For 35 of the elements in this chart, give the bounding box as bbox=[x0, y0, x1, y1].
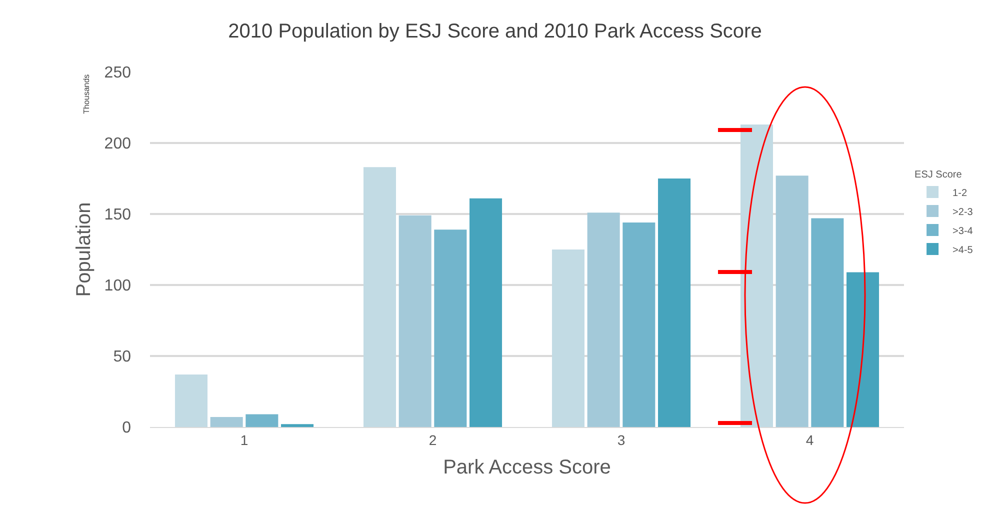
bar bbox=[398, 215, 432, 427]
bar bbox=[811, 218, 844, 427]
y-tick-label: 250 bbox=[104, 64, 132, 82]
legend-label: >4-5 bbox=[952, 244, 974, 256]
bar bbox=[174, 374, 208, 427]
bar bbox=[434, 230, 467, 427]
bar bbox=[246, 414, 278, 427]
bar bbox=[552, 250, 584, 427]
bar bbox=[210, 417, 243, 427]
y-tick-label: 100 bbox=[104, 278, 132, 295]
y-tick-label: 0 bbox=[122, 420, 132, 437]
legend-label: 1-2 bbox=[952, 188, 968, 199]
x-tick-label: 1 bbox=[240, 432, 248, 448]
y-tick-label: 150 bbox=[104, 206, 132, 224]
chart-title: 2010 Population by ESJ Score and 2010 Park Access Score bbox=[228, 20, 762, 42]
x-axis-title: Park Access Score bbox=[443, 456, 611, 478]
bar bbox=[281, 424, 314, 427]
legend-label: >3-4 bbox=[952, 226, 974, 237]
legend-label: >2-3 bbox=[952, 206, 974, 218]
bar bbox=[363, 167, 396, 427]
bar bbox=[658, 178, 691, 427]
x-tick-label: 3 bbox=[617, 432, 626, 448]
bar bbox=[740, 124, 773, 427]
y-tick-label: 200 bbox=[104, 136, 132, 153]
legend-title: ESJ Score bbox=[914, 170, 962, 180]
bar bbox=[776, 176, 808, 427]
text: Thousands bbox=[82, 74, 91, 114]
bar bbox=[846, 272, 880, 427]
x-tick-label: 2 bbox=[428, 432, 437, 448]
bar bbox=[587, 212, 620, 427]
x-tick-label: 4 bbox=[806, 432, 814, 448]
y-axis-title: Population bbox=[72, 202, 95, 297]
bar bbox=[470, 198, 502, 427]
bar bbox=[622, 222, 656, 427]
y-tick-label: 50 bbox=[113, 348, 132, 366]
